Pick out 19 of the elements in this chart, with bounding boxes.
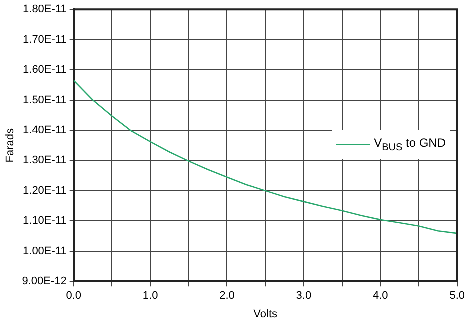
- y-tick-label: 1.10E-11: [23, 215, 67, 228]
- y-tick-label: 1.70E-11: [23, 34, 67, 46]
- x-tick-label: 3.0: [296, 290, 312, 302]
- x-tick-label: 0.0: [66, 290, 82, 302]
- x-tick-label: 2.0: [220, 290, 235, 302]
- y-tick-label: 1.60E-11: [23, 64, 67, 76]
- legend-label: V$_{BUS}$ to GND: [374, 136, 446, 154]
- x-axis-title: Volts: [254, 308, 278, 320]
- y-tick-label: 9.00E-12: [22, 276, 67, 288]
- y-tick-label: 1.40E-11: [23, 124, 67, 137]
- y-tick-label: 1.30E-11: [23, 154, 67, 167]
- y-axis-title: Farads: [4, 128, 17, 163]
- x-tick-label: 5.0: [450, 290, 466, 302]
- y-tick-label: 1.20E-11: [23, 184, 67, 197]
- y-tick-label: 1.50E-11: [23, 94, 67, 106]
- y-tick-label: 1.00E-11: [23, 245, 67, 258]
- x-tick-label: 4.0: [373, 290, 388, 302]
- y-tick-label: 1.80E-11: [23, 4, 67, 16]
- x-tick-label: 1.0: [142, 290, 158, 302]
